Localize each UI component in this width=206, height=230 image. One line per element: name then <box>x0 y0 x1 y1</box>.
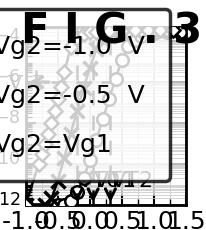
Vg2=Vg1 <box>40 153 43 156</box>
Line: Vg2=-0.5  V: Vg2=-0.5 V <box>19 24 180 212</box>
Vg2=Vg1 <box>133 30 136 32</box>
Vg2=-1.0  V <box>120 59 123 62</box>
Vg2=-0.5  V <box>44 203 46 206</box>
Text: VT1: VT1 <box>94 170 136 190</box>
Vg2=-1.0  V <box>76 191 78 194</box>
Vg2=Vg1 <box>76 37 78 40</box>
Vg2=-0.5  V <box>82 87 84 90</box>
Vg2=-1.0  V <box>178 31 180 34</box>
Vg2=-1.0  V <box>101 118 104 121</box>
Vg2=-0.5  V <box>159 30 161 33</box>
Vg2=-0.5  V <box>95 49 97 51</box>
Vg2=-1.0  V <box>69 200 72 202</box>
Vg2=-0.5  V <box>114 33 116 36</box>
Line: Vg2=Vg1: Vg2=Vg1 <box>21 26 178 210</box>
Vg2=-1.0  V <box>133 39 136 42</box>
Vg2=-0.5  V <box>50 197 53 200</box>
Vg2=Vg1 <box>120 30 123 32</box>
Vg2=-0.5  V <box>69 132 72 135</box>
Vg2=Vg1 <box>159 29 161 32</box>
Vg2=-0.5  V <box>88 67 91 70</box>
Vg2=-0.5  V <box>56 179 59 182</box>
Vg2=-0.5  V <box>108 35 110 37</box>
Vg2=Vg1 <box>56 98 59 101</box>
Vg2=-0.5  V <box>25 203 27 206</box>
Vg2=-1.0  V <box>82 177 84 180</box>
Vg2=-1.0  V <box>108 98 110 101</box>
Vg2=Vg1 <box>50 122 53 125</box>
Vg2=-0.5  V <box>76 110 78 112</box>
Vg2=-0.5  V <box>146 30 148 33</box>
Vg2=Vg1 <box>95 31 97 34</box>
Vg2=-0.5  V <box>171 30 174 33</box>
Vg2=-1.0  V <box>88 159 91 162</box>
Text: VT0: VT0 <box>77 170 121 190</box>
Vg2=Vg1 <box>146 29 148 32</box>
Vg2=-1.0  V <box>63 203 65 206</box>
Vg2=-0.5  V <box>120 32 123 35</box>
Text: F I G . 3: F I G . 3 <box>21 10 201 52</box>
Vg2=-1.0  V <box>114 78 116 80</box>
Vg2=-1.0  V <box>139 35 142 38</box>
Vg2=Vg1 <box>82 34 84 36</box>
Line: Vg2=-1.0  V: Vg2=-1.0 V <box>20 26 185 211</box>
Vg2=-1.0  V <box>95 139 97 141</box>
Text: VT2: VT2 <box>111 170 154 190</box>
Vg2=Vg1 <box>53 110 56 112</box>
Vg2=Vg1 <box>47 132 49 135</box>
Text: I v t: I v t <box>0 69 44 96</box>
Vg2=-1.0  V <box>25 203 27 206</box>
Vg2=-1.0  V <box>56 203 59 206</box>
Vg2=-0.5  V <box>101 39 104 42</box>
Vg2=Vg1 <box>37 163 40 165</box>
Vg2=Vg1 <box>69 47 72 49</box>
Vg2=-1.0  V <box>127 45 129 48</box>
Vg2=-0.5  V <box>133 31 136 34</box>
Vg2=Vg1 <box>44 143 46 146</box>
Vg2=-1.0  V <box>152 33 155 35</box>
Vg2=Vg1 <box>63 72 65 74</box>
Vg2=-1.0  V <box>165 31 167 34</box>
Vg2=Vg1 <box>88 32 91 34</box>
Vg2=Vg1 <box>25 203 27 206</box>
Vg2=-0.5  V <box>63 156 65 159</box>
Vg2=Vg1 <box>171 29 174 32</box>
Legend: Vg2=-1.0  V, Vg2=-0.5  V, Vg2=Vg1: Vg2=-1.0 V, Vg2=-0.5 V, Vg2=Vg1 <box>0 10 170 182</box>
Vg2=Vg1 <box>108 30 110 33</box>
Vg2=Vg1 <box>60 86 62 89</box>
